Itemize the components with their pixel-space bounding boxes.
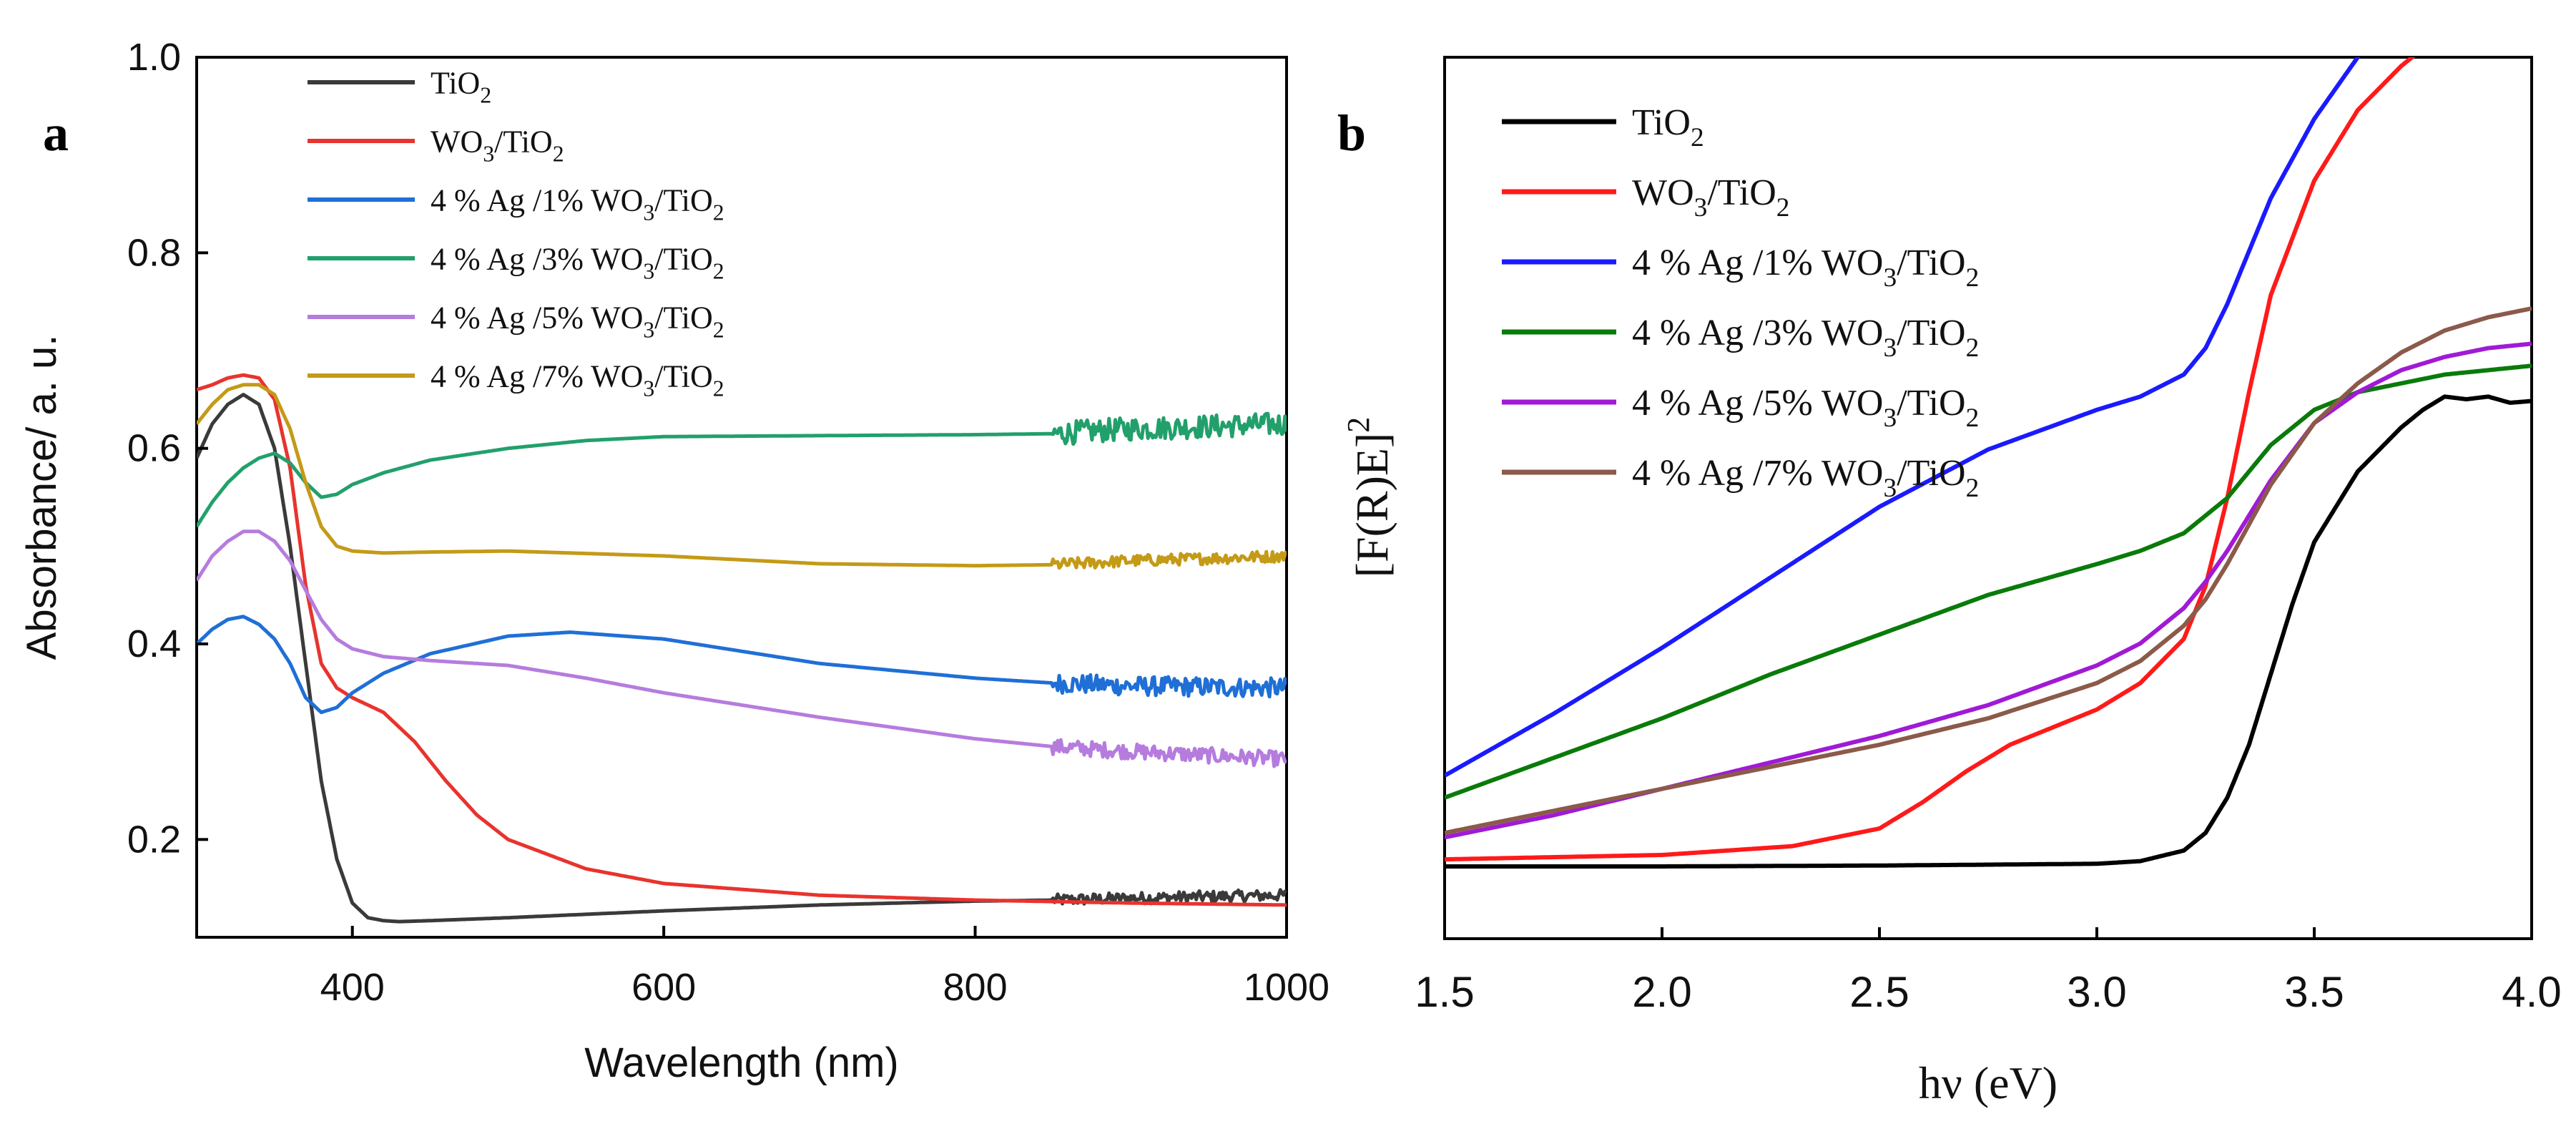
panel-b-x-tick-label: 2.0 xyxy=(1632,968,1691,1016)
panel-b-series-line-wo3-tio2 xyxy=(1445,57,2416,862)
panel-a-absorbance-chart: a 400 600 800 1000 0.2 0.4 0.6 0.8 1.0 TiO2 WO3/T… xyxy=(19,36,1329,1086)
panel-a-y-tick-label: 0.2 xyxy=(127,818,181,861)
panel-a-label: a xyxy=(43,104,69,162)
panel-a-legend-label-4-ag-7-wo3-tio2: 4 % Ag /7% WO3/TiO2 xyxy=(431,358,724,401)
panel-a-y-axis-label: Absorbance/ a. u. xyxy=(19,335,65,660)
panel-b-legend-label-4-ag-5-wo3-tio2: 4 % Ag /5% WO3/TiO2 xyxy=(1632,383,1979,433)
panel-a-series-line-wo3-tio2 xyxy=(197,373,1287,907)
panel-b-x-tick-label: 3.0 xyxy=(2067,968,2126,1016)
panel-a-plot-frame xyxy=(195,56,1288,939)
panel-a-y-tick-label: 1.0 xyxy=(127,36,181,79)
panel-a-legend-label-4-ag-3-wo3-tio2: 4 % Ag /3% WO3/TiO2 xyxy=(431,241,724,283)
panel-a-x-tick-label: 800 xyxy=(943,966,1008,1009)
panel-a-legend: TiO2 WO3/TiO2 4 % Ag /1% WO3/TiO2 4 % Ag /3… xyxy=(308,65,724,401)
panel-b-x-tick-label: 4.0 xyxy=(2502,968,2561,1016)
panel-b-y-axis-label-sup: 2 xyxy=(1341,417,1376,433)
panel-a-y-tick-label: 0.6 xyxy=(127,427,181,470)
panel-b-legend-label-4-ag-3-wo3-tio2: 4 % Ag /3% WO3/TiO2 xyxy=(1632,313,1979,363)
panel-b-ticks-group: 1.5 2.0 2.5 3.0 3.5 4.0 xyxy=(1415,927,2562,1016)
panel-b-legend-label-4-ag-1-wo3-tio2: 4 % Ag /1% WO3/TiO2 xyxy=(1632,243,1979,293)
panel-a-x-tick-label: 1000 xyxy=(1244,966,1329,1009)
panel-b-series-line-4-ag-5-wo3-tio2 xyxy=(1445,341,2532,840)
panel-b-x-tick-label: 1.5 xyxy=(1415,968,1474,1016)
panel-a-series-line-4-ag-3-wo3-tio2 xyxy=(197,411,1287,528)
panel-b-series-line-tio2 xyxy=(1445,394,2532,869)
panel-b-legend-label-4-ag-7-wo3-tio2: 4 % Ag /7% WO3/TiO2 xyxy=(1632,453,1979,503)
panel-b-legend: TiO2 WO3/TiO2 4 % Ag /1% WO3/TiO2 4 % Ag /3… xyxy=(1502,102,1979,503)
panel-a-series-line-4-ag-1-wo3-tio2 xyxy=(197,615,1287,715)
panel-a-x-axis-label: Wavelength (nm) xyxy=(584,1040,898,1086)
panel-b-legend-label-wo3-tio2: WO3/TiO2 xyxy=(1632,172,1789,223)
panel-b-legend-label-tio2: TiO2 xyxy=(1632,102,1704,152)
panel-a-legend-label-wo3-tio2: WO3/TiO2 xyxy=(431,124,564,166)
panel-a-x-tick-label: 600 xyxy=(631,966,696,1009)
panel-b-label: b xyxy=(1337,104,1366,162)
panel-a-legend-label-4-ag-1-wo3-tio2: 4 % Ag /1% WO3/TiO2 xyxy=(431,182,724,225)
panel-b-x-axis-label: hν (eV) xyxy=(1919,1057,2058,1108)
panel-a-legend-label-4-ag-5-wo3-tio2: 4 % Ag /5% WO3/TiO2 xyxy=(431,300,724,342)
panel-b-series-group xyxy=(1445,57,2532,869)
panel-b-tauc-plot: b 1.5 2.0 2.5 3.0 3.5 4.0 TiO2 WO3/TiO2 4 % Ag … xyxy=(1337,56,2562,1108)
panel-a-series-line-4-ag-7-wo3-tio2 xyxy=(197,383,1287,570)
panel-b-series-line-4-ag-3-wo3-tio2 xyxy=(1445,363,2532,800)
panel-a-series-line-tio2 xyxy=(197,393,1287,924)
panel-b-plot-frame xyxy=(1443,56,2533,940)
panel-b-y-axis-label: [F(R)E]2 xyxy=(1341,417,1397,578)
panel-a-legend-label-tio2: TiO2 xyxy=(431,65,491,107)
panel-a-series-line-4-ag-5-wo3-tio2 xyxy=(197,529,1287,768)
panel-a-y-tick-label: 0.4 xyxy=(127,622,181,665)
panel-b-series-line-4-ag-1-wo3-tio2 xyxy=(1445,57,2361,778)
panel-b-y-axis-label-base: [F(R)E] xyxy=(1347,433,1397,578)
panel-a-x-tick-label: 400 xyxy=(320,966,385,1009)
panel-a-y-tick-label: 0.8 xyxy=(127,231,181,274)
panel-a-ticks-group: 400 600 800 1000 0.2 0.4 0.6 0.8 1.0 xyxy=(127,36,1329,1009)
panel-b-x-tick-label: 2.5 xyxy=(1849,968,1909,1016)
panel-a-series-group xyxy=(197,373,1287,924)
panel-b-x-tick-label: 3.5 xyxy=(2284,968,2344,1016)
panel-b-series-line-4-ag-7-wo3-tio2 xyxy=(1445,306,2532,836)
